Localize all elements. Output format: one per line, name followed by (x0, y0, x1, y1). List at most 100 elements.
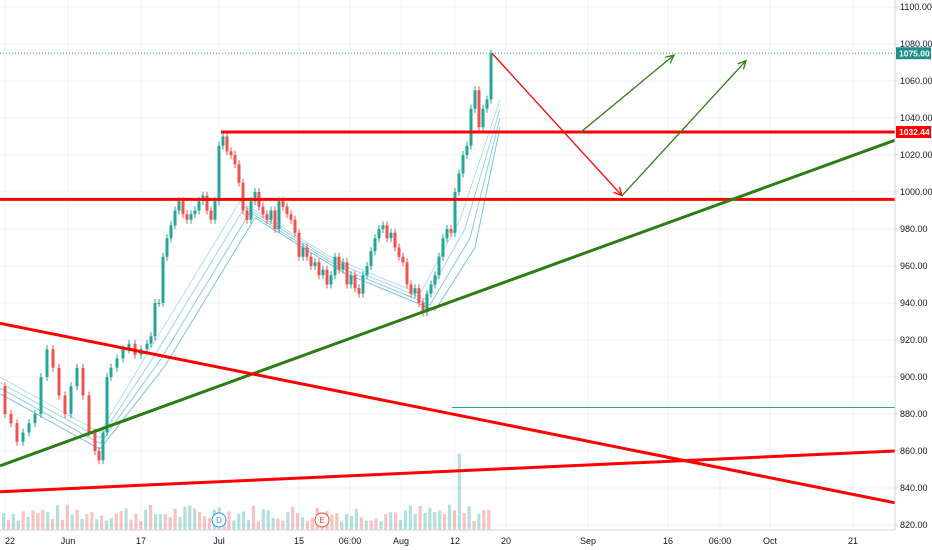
price-tick-label: 820.00 (900, 520, 928, 530)
volume-bar (178, 517, 182, 530)
price-tick-label: 1020.00 (900, 150, 932, 160)
candle-body (51, 349, 55, 368)
time-tick-label: Jul (213, 536, 225, 546)
candle-body (121, 349, 125, 359)
volume-bar (65, 504, 69, 530)
candle-body (149, 336, 153, 344)
projection-arrows[interactable] (491, 52, 748, 197)
volume-bar (163, 513, 167, 530)
price-badge (896, 47, 931, 60)
volume-bar (384, 514, 388, 530)
price-axis[interactable]: 1100.00 1080.00 1060.00 1040.00 1020.00 1000.… (894, 0, 932, 550)
volume-bar (41, 509, 45, 530)
volume-bar (104, 520, 109, 530)
price-tick-label: 860.00 (900, 446, 928, 456)
volume-bar (129, 519, 133, 530)
time-axis[interactable]: 22 Jun 17 Jul 15 06:00 Aug 12 20 Sep 16 06:00 Oct 21 (0, 529, 895, 550)
price-tick-label: 840.00 (900, 483, 928, 493)
volume-bar (443, 514, 447, 530)
volume-bar (428, 507, 432, 530)
candle-body (205, 195, 209, 211)
candle-body (417, 288, 421, 303)
candle-body (333, 256, 337, 276)
volume-bar (398, 519, 403, 530)
volume-bar (60, 519, 64, 530)
volume-bar (95, 519, 99, 530)
time-tick-label: Aug (393, 536, 409, 546)
volume-bar (21, 511, 25, 530)
candle-body (193, 210, 197, 215)
volume-bar (80, 518, 84, 530)
volume-bar (207, 518, 211, 530)
candle-body (87, 395, 91, 433)
price-axis-bg (895, 0, 932, 550)
candle-body (289, 214, 293, 220)
candle-body (457, 173, 461, 192)
candle-body (305, 247, 309, 257)
price-badges: 1075.00 1032.44 (896, 47, 931, 138)
candle-body (349, 275, 353, 285)
trendlines[interactable] (0, 138, 896, 505)
volume-bar (487, 509, 491, 530)
candle-body (413, 288, 417, 294)
price-tick-label: 1080.00 (900, 39, 932, 49)
candle-body (473, 90, 477, 109)
candle-body (337, 256, 341, 270)
projection-line[interactable] (579, 54, 675, 134)
candle-body (165, 238, 169, 257)
candle-body (105, 377, 109, 433)
candle-body (425, 293, 429, 313)
volume-bar (202, 516, 207, 530)
volume-bar (153, 514, 158, 530)
candle-body (433, 275, 437, 285)
volume-bar (247, 519, 251, 530)
volume-bar (149, 504, 153, 530)
volume-bar (359, 517, 363, 530)
trendline[interactable] (0, 138, 896, 468)
candle-body (221, 136, 225, 146)
candle-body (353, 275, 357, 289)
projection-line[interactable] (621, 60, 747, 197)
price-badge (896, 125, 931, 138)
volume-bar (472, 521, 476, 530)
event-marker-d[interactable]: D (211, 512, 227, 528)
volume-bar (286, 512, 290, 530)
volume-bar (114, 513, 118, 530)
volume-bar (36, 513, 40, 530)
projection-line[interactable] (491, 52, 623, 197)
candle-body (421, 303, 425, 313)
candle-body (281, 201, 285, 207)
candle-body (265, 214, 269, 220)
candle-body (253, 192, 257, 202)
event-marker-e[interactable]: E (314, 512, 330, 528)
candle-body (127, 343, 131, 350)
volume-bar (349, 515, 354, 530)
volume-bar (119, 511, 123, 530)
candle-body (293, 219, 297, 233)
volume-bar (374, 518, 378, 530)
volume-bar (271, 517, 275, 530)
candle-body (3, 386, 7, 414)
candle-body (345, 262, 349, 285)
horizontal-levels[interactable] (0, 52, 895, 409)
candle-body (369, 251, 373, 266)
volume-bar (168, 517, 172, 530)
volume-bar (90, 512, 94, 530)
candle-body (9, 414, 13, 424)
trendline[interactable] (0, 449, 896, 494)
candle-body (405, 262, 409, 285)
volume-bar (389, 512, 393, 530)
ma-line (0, 108, 501, 439)
candle-body (75, 367, 79, 387)
candle-body (269, 210, 273, 220)
candle-body (393, 232, 397, 248)
candlesticks (3, 49, 493, 465)
candle-body (185, 214, 189, 220)
volume-bar (345, 513, 349, 530)
candle-body (361, 275, 365, 294)
trendline[interactable] (0, 321, 896, 505)
volume-bar (55, 505, 60, 530)
